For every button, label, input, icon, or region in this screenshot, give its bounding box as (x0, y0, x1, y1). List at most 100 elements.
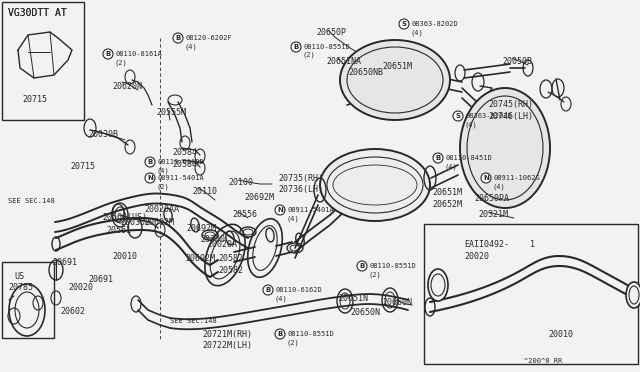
Text: 20651M: 20651M (382, 62, 412, 71)
Text: 20692M: 20692M (186, 224, 216, 233)
Text: 20651N: 20651N (338, 294, 368, 303)
Text: 08911-5401A: 08911-5401A (287, 207, 333, 213)
Text: 20584: 20584 (172, 160, 197, 169)
Text: 20010: 20010 (548, 330, 573, 339)
Text: B: B (175, 35, 180, 41)
Text: B: B (360, 263, 365, 269)
Text: S: S (401, 21, 406, 27)
Text: B: B (106, 51, 111, 57)
Text: N: N (147, 175, 153, 181)
Text: 20030B: 20030B (120, 218, 150, 227)
Text: (4): (4) (445, 163, 458, 170)
Text: 20650P: 20650P (316, 28, 346, 37)
Circle shape (453, 111, 463, 121)
Text: 20721M(RH): 20721M(RH) (202, 330, 252, 339)
Text: S: S (456, 113, 461, 119)
Text: 20030B: 20030B (88, 130, 118, 139)
Text: (4): (4) (275, 295, 288, 301)
Text: 20691: 20691 (52, 258, 77, 267)
Circle shape (275, 329, 285, 339)
Text: 08110-6162D: 08110-6162D (275, 287, 322, 293)
Text: 20020: 20020 (464, 252, 489, 261)
Text: US: US (14, 272, 24, 281)
Circle shape (263, 285, 273, 295)
Text: EAII0492-: EAII0492- (464, 240, 509, 249)
Text: 08363-8202D: 08363-8202D (411, 21, 458, 27)
Text: 08110-8451D: 08110-8451D (445, 155, 492, 161)
Text: 20650NB: 20650NB (348, 68, 383, 77)
Text: 20650N: 20650N (350, 308, 380, 317)
Text: 20692M: 20692M (185, 254, 215, 263)
Text: (4): (4) (493, 183, 506, 189)
Text: (2): (2) (157, 183, 170, 189)
Text: 20300: 20300 (200, 235, 225, 244)
Text: (4): (4) (465, 121, 477, 128)
Circle shape (145, 157, 155, 167)
Text: B: B (266, 287, 271, 293)
Text: 20785: 20785 (8, 283, 33, 292)
Text: 20651M: 20651M (432, 188, 462, 197)
Bar (2, 2, 84, 120)
Text: 20020AA: 20020AA (144, 205, 179, 214)
Text: 20660N: 20660N (382, 298, 412, 307)
Ellipse shape (626, 282, 640, 308)
Text: 20715: 20715 (22, 95, 47, 104)
Text: 08110-8551D: 08110-8551D (369, 263, 416, 269)
Text: (2): (2) (287, 339, 300, 346)
Circle shape (433, 153, 443, 163)
Text: 08110-8551D: 08110-8551D (303, 44, 349, 50)
Ellipse shape (428, 269, 448, 301)
Text: ^200^0 RR: ^200^0 RR (524, 358, 563, 364)
Text: 20560(US): 20560(US) (102, 213, 147, 222)
Text: 08110-6162D: 08110-6162D (157, 159, 204, 165)
Ellipse shape (320, 149, 430, 221)
Circle shape (173, 33, 183, 43)
Text: VG30DTT AT: VG30DTT AT (8, 8, 67, 18)
Text: B: B (277, 331, 283, 337)
Circle shape (291, 42, 301, 52)
Text: 20582: 20582 (218, 254, 243, 263)
Text: 20650PA: 20650PA (474, 194, 509, 203)
Text: 20010: 20010 (112, 252, 137, 261)
Text: 20100: 20100 (228, 178, 253, 187)
Text: 20556: 20556 (232, 210, 257, 219)
Bar (2, 262, 54, 338)
Ellipse shape (340, 40, 450, 120)
Text: 20692M: 20692M (144, 218, 174, 227)
Text: 20555M: 20555M (156, 108, 186, 117)
Text: 08363-8202D: 08363-8202D (465, 113, 512, 119)
Text: VG30DTT AT: VG30DTT AT (8, 8, 67, 18)
Text: 20735(RH): 20735(RH) (278, 174, 323, 183)
Text: 20746(LH): 20746(LH) (488, 112, 533, 121)
Text: 08110-8551D: 08110-8551D (287, 331, 333, 337)
Text: SEE SEC.148: SEE SEC.148 (8, 198, 55, 204)
Text: 20651NA: 20651NA (326, 57, 361, 66)
Text: 20321M: 20321M (478, 210, 508, 219)
Circle shape (481, 173, 491, 183)
Text: 20582: 20582 (218, 266, 243, 275)
Text: 20584: 20584 (172, 148, 197, 157)
Text: (2): (2) (115, 59, 128, 65)
Text: (4): (4) (185, 43, 198, 49)
Text: B: B (293, 44, 299, 50)
Text: N: N (483, 175, 489, 181)
Text: 20561: 20561 (106, 226, 131, 235)
Text: 08911-1062G: 08911-1062G (493, 175, 540, 181)
Text: 20736(LH): 20736(LH) (278, 185, 323, 194)
Text: SEE SEC.148: SEE SEC.148 (170, 318, 217, 324)
Ellipse shape (460, 88, 550, 208)
Circle shape (275, 205, 285, 215)
Text: B: B (147, 159, 152, 165)
Text: 20110: 20110 (192, 187, 217, 196)
Text: 20692M: 20692M (244, 193, 274, 202)
Text: 20722M(LH): 20722M(LH) (202, 341, 252, 350)
Circle shape (103, 49, 113, 59)
Circle shape (145, 173, 155, 183)
Text: 08110-8161A: 08110-8161A (115, 51, 162, 57)
Text: (4): (4) (411, 29, 424, 35)
Text: 20745(RH): 20745(RH) (488, 100, 533, 109)
Text: 20620N: 20620N (112, 82, 142, 91)
Text: (4): (4) (157, 167, 170, 173)
Text: 20020A: 20020A (207, 240, 237, 249)
Circle shape (399, 19, 409, 29)
